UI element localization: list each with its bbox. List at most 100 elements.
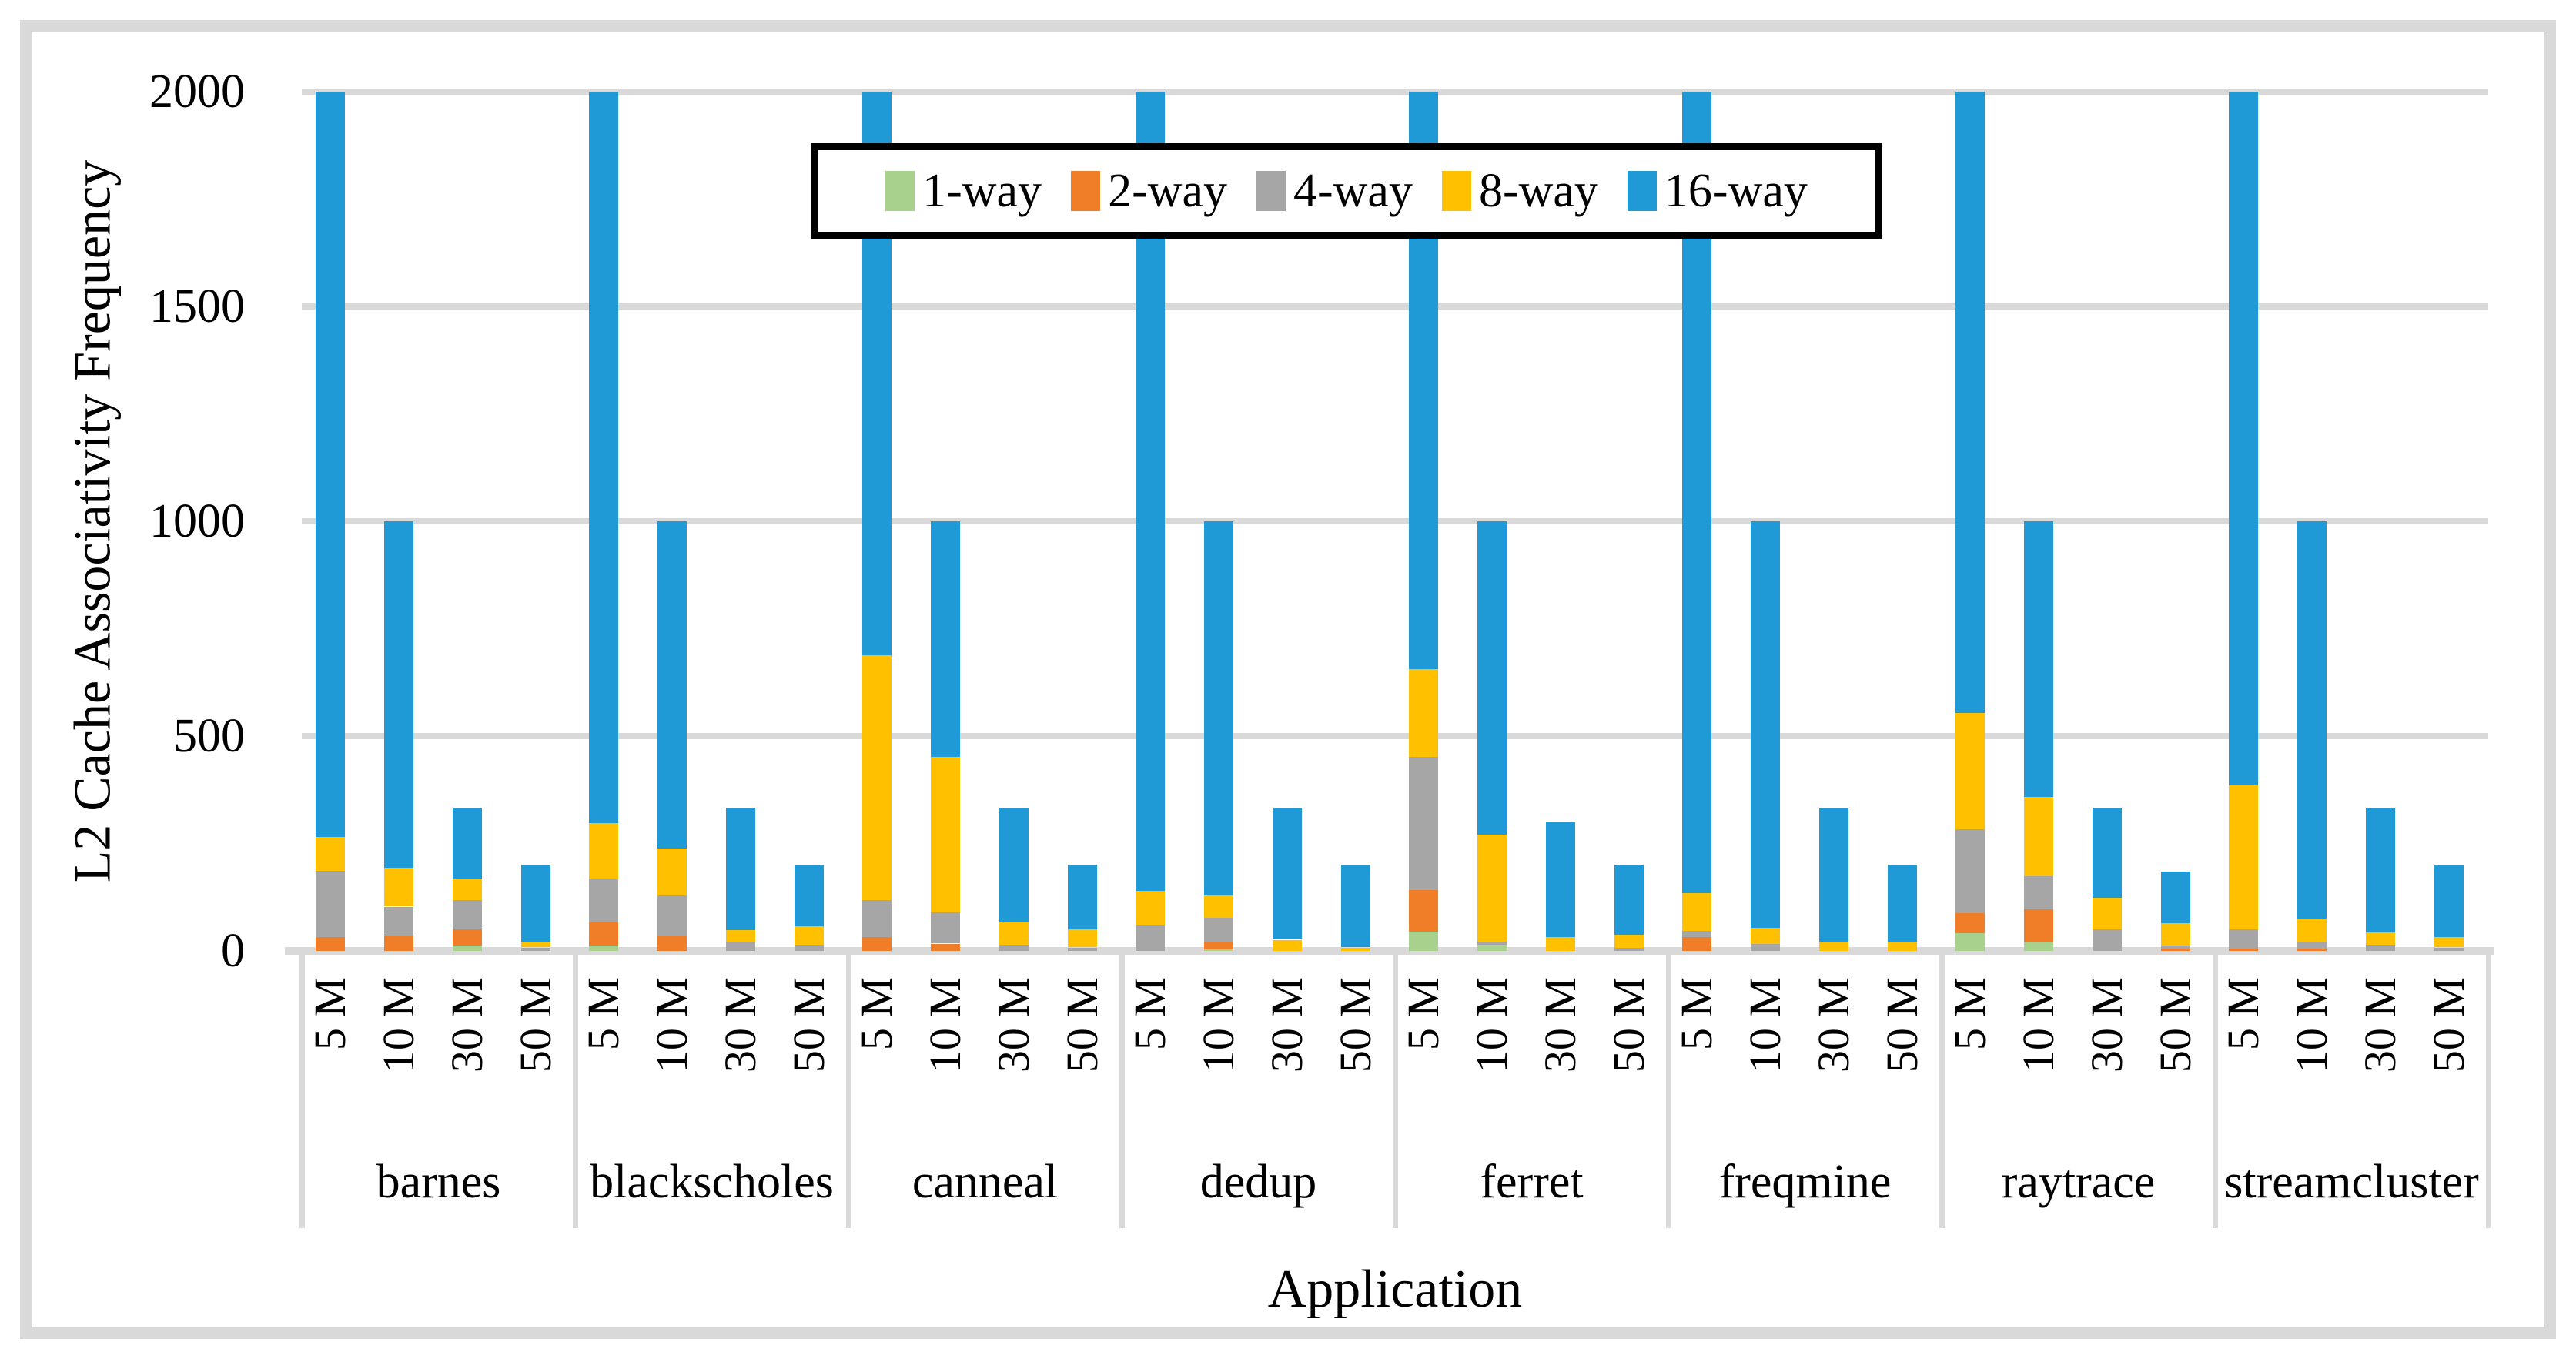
category-separator (2486, 951, 2491, 1228)
application-group-label: streamcluster (2224, 1156, 2479, 1208)
chart-frame (20, 20, 2556, 1339)
bar-segment-16-way (2434, 865, 2464, 938)
x-tick-label: 50 M (510, 977, 560, 1073)
x-tick-label: 30 M (1808, 977, 1858, 1073)
x-axis-title: Application (1267, 1260, 1523, 1319)
bar-segment-4-way (1136, 925, 1165, 951)
bar-segment-16-way (316, 92, 345, 837)
bar-segment-8-way (726, 930, 755, 942)
bar-segment-8-way (795, 926, 824, 945)
bar-segment-1-way (453, 945, 482, 951)
legend-label: 4-way (1293, 165, 1413, 217)
bar-segment-8-way (1819, 942, 1848, 951)
x-tick-label: 30 M (989, 977, 1039, 1073)
legend-swatch-icon (1256, 171, 1286, 211)
bar-segment-4-way (1068, 947, 1097, 951)
bar-segment-16-way (2161, 871, 2190, 924)
application-group-label: blackscholes (590, 1156, 834, 1208)
bar-segment-8-way (1955, 713, 1985, 830)
bar-segment-4-way (2093, 929, 2122, 951)
bar-segment-8-way (2024, 796, 2053, 876)
bar-segment-4-way (384, 906, 413, 936)
bar-segment-8-way (384, 868, 413, 907)
bar-segment-4-way (1751, 944, 1780, 951)
bar-segment-4-way (726, 942, 755, 951)
bar-segment-4-way (1682, 930, 1711, 937)
bar-segment-8-way (862, 655, 892, 901)
x-axis-line (285, 947, 2494, 955)
bar-segment-16-way (1955, 92, 1985, 714)
bar-segment-8-way (2297, 918, 2327, 942)
bar-segment-4-way (2024, 875, 2053, 910)
bar-segment-1-way (1409, 931, 1438, 951)
x-tick-label: 50 M (1057, 977, 1107, 1073)
category-separator (573, 951, 578, 1228)
bar-segment-2-way (589, 922, 618, 946)
bar-segment-8-way (1614, 935, 1644, 948)
y-axis-title: L2 Cache Associativity Frequency (62, 159, 122, 883)
bar-segment-4-way (2434, 947, 2464, 951)
x-tick-label: 10 M (2287, 977, 2337, 1073)
x-tick-label: 10 M (2013, 977, 2063, 1073)
bar-segment-16-way (726, 808, 755, 931)
x-tick-label: 10 M (373, 977, 423, 1073)
gridline-1000 (302, 518, 2488, 524)
bar-segment-4-way (2297, 942, 2327, 949)
bar-segment-8-way (1682, 892, 1711, 931)
application-group-label: ferret (1480, 1156, 1584, 1208)
bar-segment-1-way (1204, 949, 1233, 951)
x-tick-label: 10 M (1193, 977, 1243, 1073)
bar-segment-16-way (1751, 521, 1780, 928)
bar-segment-1-way (1477, 945, 1507, 951)
bar-segment-8-way (1888, 942, 1917, 951)
bar-segment-8-way (931, 757, 960, 912)
bar-segment-4-way (316, 870, 345, 937)
bar-segment-16-way (1204, 521, 1233, 895)
bar-segment-8-way (1477, 835, 1507, 942)
legend-label: 2-way (1108, 165, 1228, 217)
category-separator (846, 951, 851, 1228)
bar-segment-16-way (1546, 822, 1575, 938)
bar-segment-8-way (1068, 929, 1097, 948)
x-tick-label: 50 M (2424, 977, 2474, 1073)
legend-label: 16-way (1664, 165, 1808, 217)
legend-item-16-way: 16-way (1627, 165, 1808, 217)
bar-segment-4-way (1477, 942, 1507, 946)
bar-segment-1-way (2024, 942, 2053, 951)
gridline-500 (302, 733, 2488, 739)
application-group-label: raytrace (2001, 1156, 2156, 1208)
bar-segment-1-way (589, 945, 618, 951)
bar-segment-2-way (453, 929, 482, 946)
bar-segment-8-way (316, 836, 345, 871)
bar-segment-8-way (2434, 937, 2464, 948)
x-tick-label: 5 M (1125, 977, 1175, 1051)
bar-segment-8-way (521, 941, 550, 948)
bar-segment-4-way (657, 895, 687, 936)
legend-item-4-way: 4-way (1256, 166, 1413, 216)
legend-label: 8-way (1478, 165, 1598, 217)
bar-segment-8-way (2161, 923, 2190, 946)
legend-item-1-way: 1-way (885, 166, 1042, 216)
y-tick-label: 1500 (149, 280, 245, 333)
x-tick-label: 5 M (578, 977, 628, 1051)
bar-segment-8-way (1751, 927, 1780, 945)
bar-segment-8-way (1409, 669, 1438, 758)
bar-segment-2-way (657, 936, 687, 951)
legend-label: 1-way (922, 165, 1042, 217)
bar-segment-2-way (384, 936, 413, 951)
x-tick-label: 50 M (1604, 977, 1654, 1073)
bar-segment-16-way (2366, 808, 2395, 932)
bar-segment-4-way (521, 947, 550, 951)
x-tick-label: 5 M (305, 977, 355, 1051)
bar-segment-16-way (1477, 521, 1507, 835)
y-tick-label: 500 (173, 710, 245, 762)
bar-segment-16-way (1273, 808, 1302, 940)
bar-segment-4-way (1614, 947, 1644, 951)
legend: 1-way 2-way 4-way 8-way 16-way (811, 143, 1882, 239)
bar-segment-4-way (1204, 918, 1233, 943)
bar-segment-8-way (589, 822, 618, 879)
bar-segment-16-way (1614, 865, 1644, 936)
bar-segment-16-way (931, 521, 960, 758)
